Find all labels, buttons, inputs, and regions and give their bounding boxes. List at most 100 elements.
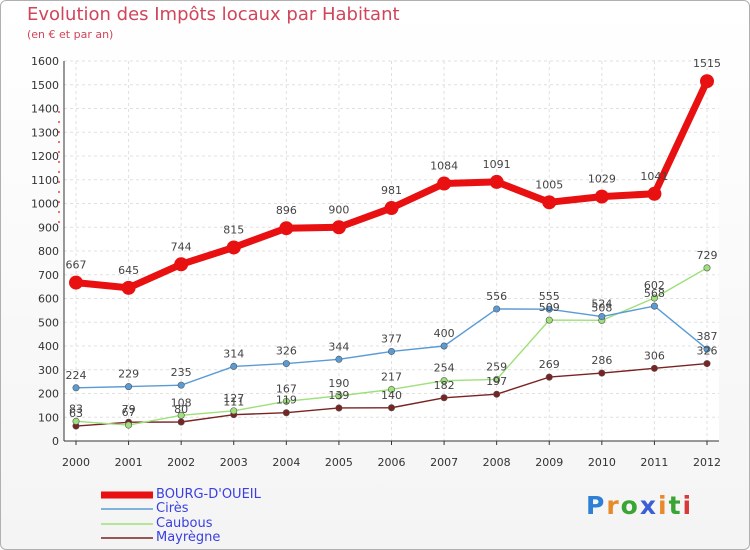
data-label: 815 [223, 223, 244, 236]
data-point [598, 313, 606, 321]
y-tick-label: 1500 [31, 79, 59, 92]
data-point [69, 275, 83, 290]
data-point [650, 364, 658, 372]
data-point [440, 342, 448, 350]
data-label: 197 [486, 375, 507, 388]
data-point [387, 385, 395, 393]
data-label: 269 [539, 358, 560, 371]
logo-letter: t [668, 491, 683, 520]
data-label: 224 [66, 369, 87, 382]
data-label: 111 [223, 396, 244, 409]
y-tick-label: 1400 [31, 103, 59, 116]
data-label: 79 [122, 403, 136, 416]
x-tick-label: 2000 [62, 456, 90, 469]
data-label: 387 [697, 330, 718, 343]
data-label: 377 [381, 332, 402, 345]
data-label: 1091 [483, 158, 511, 171]
data-label: 896 [276, 204, 297, 217]
x-tick-label: 2003 [220, 456, 248, 469]
data-point [545, 305, 553, 313]
x-tick-label: 2011 [640, 456, 668, 469]
y-tick-label: 100 [38, 411, 59, 424]
x-tick-label: 2006 [378, 456, 406, 469]
logo-letter: r [606, 491, 621, 520]
data-label: 167 [276, 382, 297, 395]
data-point [177, 411, 185, 419]
data-label: 509 [539, 301, 560, 314]
data-label: 182 [434, 379, 455, 392]
data-point [282, 360, 290, 368]
data-point [387, 347, 395, 355]
proxiti-logo: Proxiti [586, 491, 693, 520]
data-point [335, 392, 343, 400]
y-tick-label: 1100 [31, 174, 59, 187]
data-point [282, 409, 290, 417]
data-label: 1084 [430, 160, 458, 173]
x-tick-label: 2012 [693, 456, 721, 469]
data-label: 524 [591, 298, 612, 311]
data-label: 286 [591, 354, 612, 367]
data-label: 217 [381, 370, 402, 383]
data-point [121, 280, 136, 295]
x-tick-label: 2005 [325, 456, 353, 469]
data-label: 981 [381, 184, 402, 197]
data-point [703, 345, 711, 353]
data-label: 645 [118, 264, 139, 277]
data-label: 235 [171, 366, 192, 379]
logo-letter: P [586, 491, 607, 520]
data-point [598, 369, 606, 377]
data-point [125, 421, 133, 429]
data-label: 400 [434, 327, 455, 340]
y-tick-label: 900 [38, 221, 59, 234]
data-label: 508 [591, 301, 612, 314]
data-point [174, 257, 189, 272]
data-point [650, 294, 658, 302]
y-tick-label: 600 [38, 293, 59, 306]
y-tick-label: 1200 [31, 150, 59, 163]
data-label: 306 [644, 349, 665, 362]
data-point [545, 316, 553, 324]
data-label: 108 [171, 396, 192, 409]
data-point [335, 404, 343, 412]
x-tick-label: 2010 [588, 456, 616, 469]
data-label: 744 [171, 240, 192, 253]
y-tick-label: 1300 [31, 126, 59, 139]
data-label: 139 [328, 389, 349, 402]
data-point [230, 362, 238, 370]
legend-label-bourg-d-oueil: BOURG-D'OUEIL [156, 487, 261, 502]
data-point [594, 189, 609, 204]
legend-label-caubous: Caubous [156, 516, 213, 531]
x-tick-label: 2007 [430, 456, 458, 469]
data-point [440, 394, 448, 402]
y-tick-label: 800 [38, 245, 59, 258]
data-point [384, 201, 399, 216]
chart-title: Evolution des Impôts locaux par Habitant [27, 4, 400, 25]
data-label: 63 [69, 407, 83, 420]
data-label: 190 [328, 377, 349, 390]
data-label: 1041 [640, 170, 668, 183]
logo-letter: x [639, 491, 658, 520]
data-label: 67 [122, 406, 136, 419]
y-tick-label: 1000 [31, 198, 59, 211]
data-label: 119 [276, 394, 297, 407]
data-point [545, 373, 553, 381]
y-tick-label: 0 [52, 435, 59, 448]
data-label: 555 [539, 290, 560, 303]
data-label: 80 [174, 403, 188, 416]
legend-label-mayregne: Mayrègne [156, 530, 221, 545]
data-label: 127 [223, 392, 244, 405]
logo-letter: i [658, 491, 669, 520]
x-tick-label: 2001 [115, 456, 143, 469]
chart-subtitle: (en € et par an) [27, 28, 114, 41]
data-point [703, 360, 711, 368]
data-point [647, 186, 662, 201]
data-point [387, 404, 395, 412]
data-point [703, 264, 711, 272]
x-tick-label: 2004 [272, 456, 300, 469]
data-point [493, 390, 501, 398]
data-label: 667 [66, 259, 87, 272]
y-tick-label: 200 [38, 388, 59, 401]
data-point [125, 383, 133, 391]
data-point [72, 384, 80, 392]
